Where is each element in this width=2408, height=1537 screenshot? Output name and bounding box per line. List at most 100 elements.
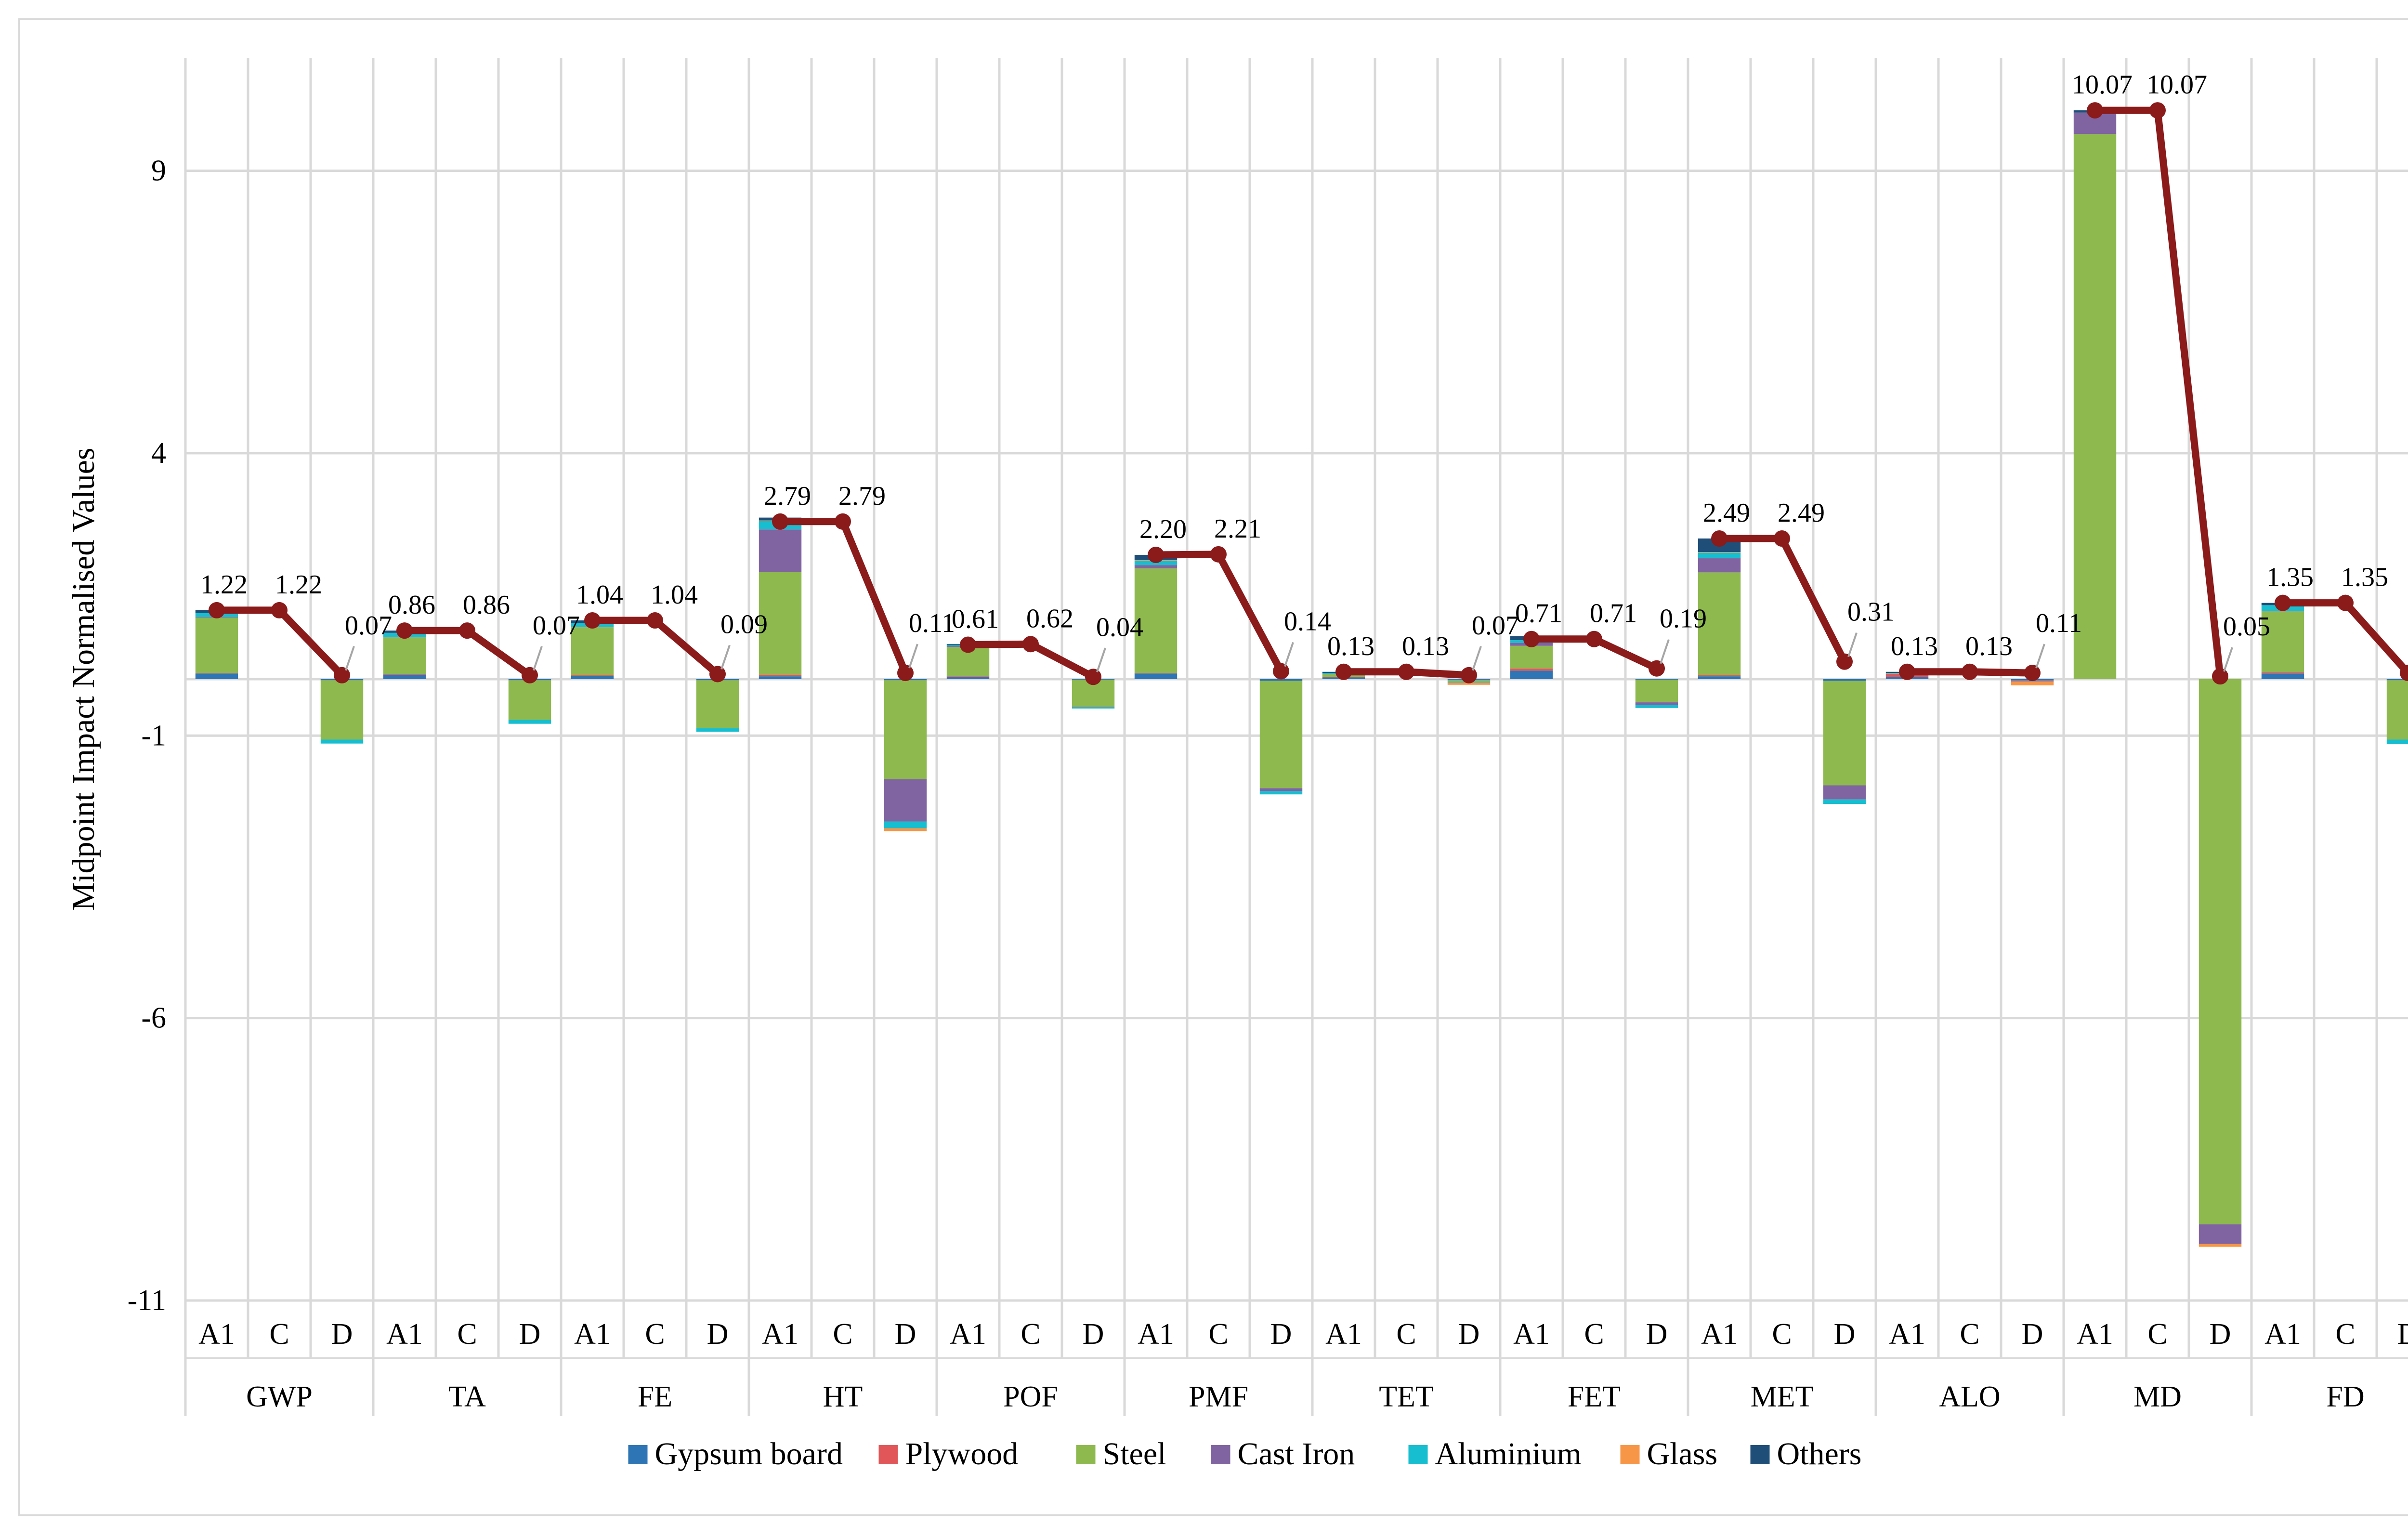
value-leader-line [1284,642,1294,667]
total-marker [1148,547,1164,563]
value-label: 0.13 [1327,631,1374,661]
bar-segment [320,739,364,744]
bar-segment [884,821,927,828]
x-phase-label: D [331,1318,353,1351]
value-leader-line [533,646,543,671]
total-marker [1461,667,1477,683]
bar-segment [1510,670,1553,679]
x-phase-label: C [2335,1318,2355,1351]
bar-segment [571,627,614,675]
value-leader-line [720,644,731,670]
x-category-label: FET [1568,1380,1621,1413]
x-phase-label: A1 [2077,1318,2113,1351]
x-category-label: GWP [246,1380,313,1413]
bar-segment [1259,791,1303,795]
legend-label: Others [1777,1436,1862,1471]
total-marker [1273,663,1289,680]
x-phase-label: D [519,1318,541,1351]
bar-segment [759,676,802,679]
legend-label: Cast Iron [1238,1436,1355,1471]
x-phase-label: A1 [198,1318,235,1351]
x-phase-label: D [1834,1318,1856,1351]
x-phase-label: D [2210,1318,2231,1351]
bar-segment [1259,679,1303,681]
bar-segment [2261,673,2304,679]
bar-segment [1635,680,1678,703]
x-phase-label: D [1083,1318,1104,1351]
total-marker [2275,594,2291,611]
value-label: 0.71 [1515,599,1562,629]
bar-segment [2199,1224,2242,1244]
x-phase-label: C [833,1318,852,1351]
bar-segment [2199,679,2242,1224]
value-leader-line [1096,647,1106,672]
y-tick-label: -6 [141,1002,166,1035]
total-marker [1210,546,1227,563]
value-label: 0.07 [345,611,392,641]
value-label: 0.19 [1660,604,1707,634]
value-label: 0.71 [1590,599,1637,629]
x-phase-label: C [1021,1318,1040,1351]
bar-segment [884,828,927,831]
value-leader-line [2035,644,2045,669]
total-marker [1335,663,1352,680]
bar-segment [195,617,238,673]
value-leader-line [908,644,918,669]
bar-layer [195,110,2408,1247]
x-phase-label: A1 [2264,1318,2301,1351]
bar-segment [508,720,551,724]
value-label: 0.13 [1891,631,1938,661]
legend-label: Aluminium [1435,1436,1582,1471]
x-phase-label: C [457,1318,477,1351]
bar-segment [1259,681,1303,788]
value-label: 1.22 [275,570,322,600]
y-tick-label: -11 [128,1284,166,1317]
value-label: 1.22 [200,570,248,600]
x-category-label: FE [638,1380,672,1413]
bar-segment [1823,679,1866,681]
bar-segment [2386,679,2408,681]
bar-segment [2199,1244,2242,1247]
value-label: 10.07 [2146,70,2207,100]
x-phase-label: D [1270,1318,1292,1351]
legend-swatch [1750,1445,1770,1464]
bar-segment [1259,788,1303,791]
bar-segment [195,673,238,679]
bar-segment [2386,739,2408,744]
value-label: 0.62 [1026,604,1073,633]
total-marker [1523,631,1540,647]
bar-segment [1635,679,1678,680]
bar-segment [508,680,551,720]
x-phase-label: A1 [1325,1318,1362,1351]
total-marker [647,612,663,629]
value-label: 1.04 [651,580,698,610]
x-category-label: FD [2326,1380,2364,1413]
value-label: 0.86 [388,590,435,620]
total-marker [209,602,225,618]
x-phase-label: A1 [386,1318,423,1351]
chart-border [18,18,2408,1516]
value-leader-line [1847,632,1858,657]
legend-label: Glass [1647,1436,1718,1471]
bar-segment [946,676,990,677]
bar-segment [1072,707,1115,709]
legend-label: Gypsum board [655,1436,843,1471]
total-marker [2400,665,2408,682]
value-leader-line [345,646,355,671]
x-phase-label: A1 [1889,1318,1925,1351]
legend-swatch [878,1445,898,1464]
value-label: 1.35 [2341,563,2388,592]
total-marker [2149,102,2166,119]
value-label: 2.79 [764,481,811,511]
total-marker [2024,665,2041,682]
legend-swatch [1211,1445,1230,1464]
total-marker [1398,663,1414,680]
legend-label: Steel [1103,1436,1166,1471]
value-label: 2.21 [1214,514,1261,544]
value-label: 0.07 [1472,611,1519,641]
x-phase-label: D [2397,1318,2408,1351]
x-phase-label: C [1584,1318,1604,1351]
value-label: 0.11 [909,608,955,638]
value-label: 2.20 [1139,514,1187,544]
